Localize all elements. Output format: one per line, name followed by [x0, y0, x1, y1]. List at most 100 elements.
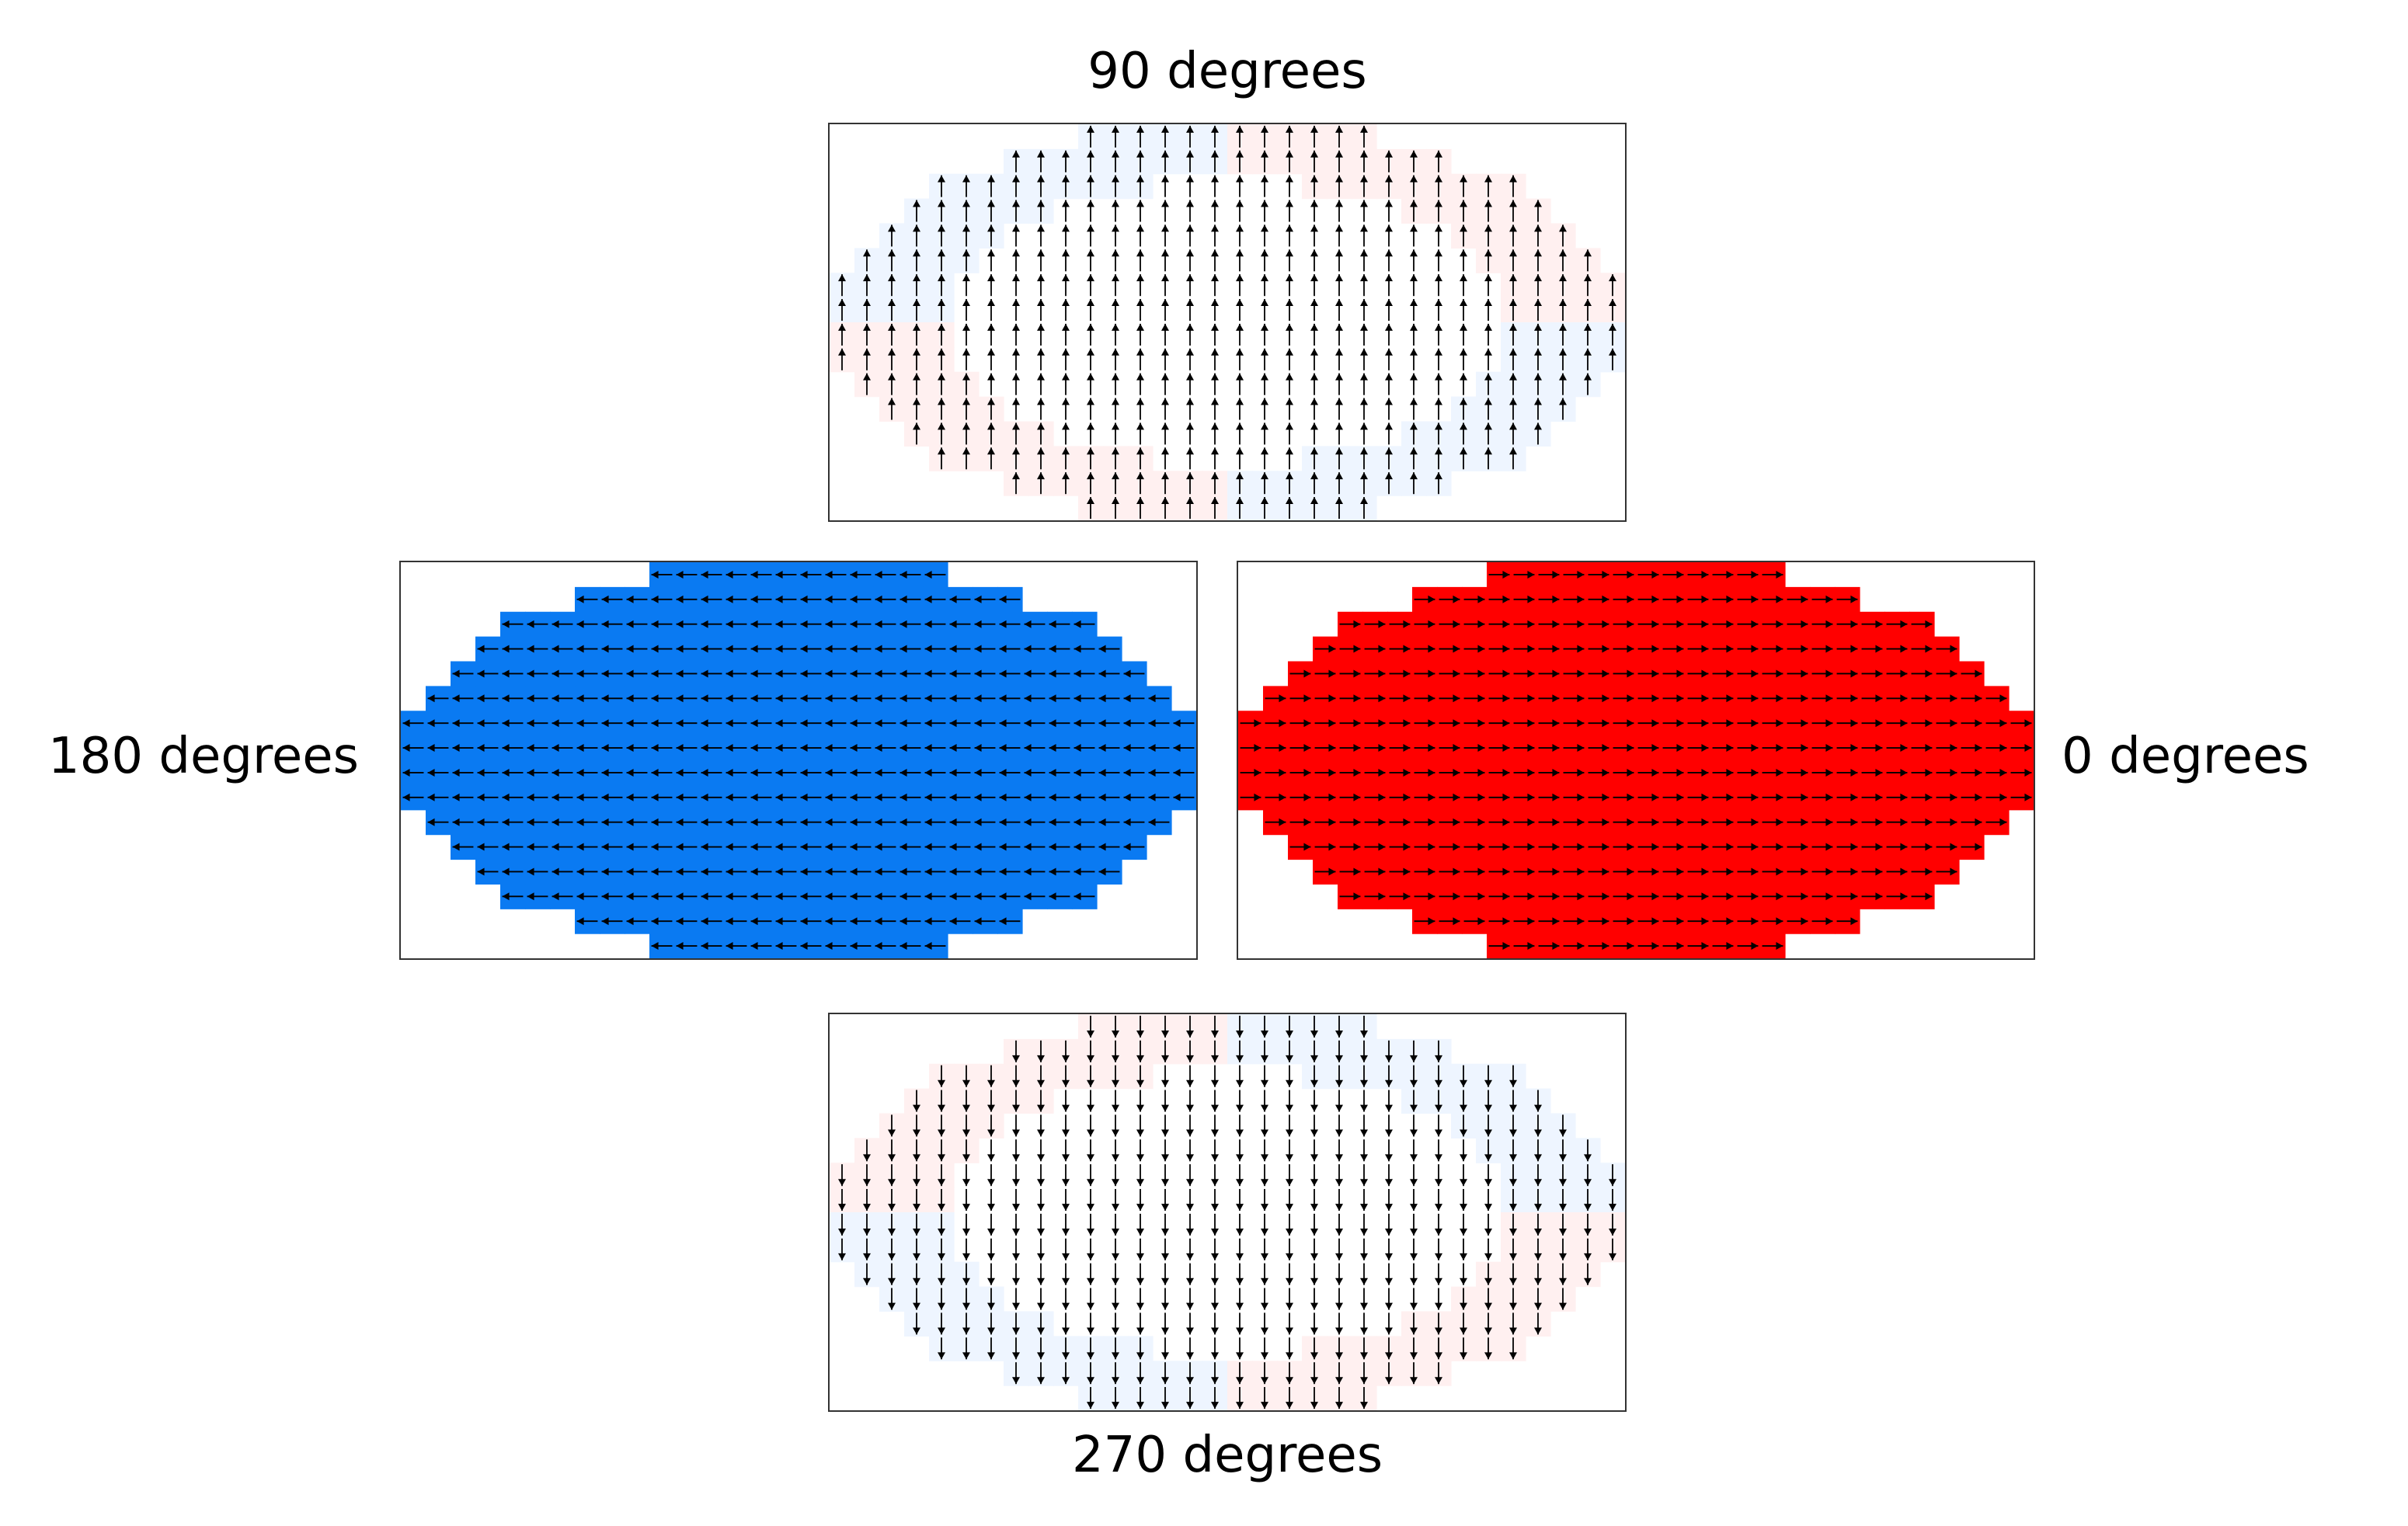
arrow [1112, 224, 1119, 246]
arrow [1286, 447, 1293, 469]
arrow [1211, 1065, 1219, 1087]
arrow [1435, 249, 1442, 271]
arrow [1435, 398, 1442, 420]
arrow [1136, 1164, 1144, 1186]
arrow [1261, 1312, 1268, 1334]
arrow [1385, 324, 1393, 346]
arrow [1037, 398, 1045, 420]
arrow [1211, 1264, 1219, 1285]
arrow [1261, 374, 1268, 395]
arrow [1236, 1065, 1244, 1087]
arrow [962, 1239, 970, 1260]
arrow [1261, 249, 1268, 271]
arrow [987, 249, 995, 271]
arrow [1360, 200, 1368, 222]
arrow [1360, 224, 1368, 246]
arrow [1012, 324, 1020, 346]
arrow [1261, 398, 1268, 420]
arrow [1161, 1337, 1169, 1359]
arrow [1161, 224, 1169, 246]
arrow [1161, 1312, 1169, 1334]
arrow [1112, 1164, 1119, 1186]
arrow [1261, 1189, 1268, 1211]
arrow [1112, 1139, 1119, 1161]
label-180-degrees: 180 degrees [48, 732, 359, 781]
arrow [1186, 1114, 1194, 1136]
arrow [962, 324, 970, 346]
ellipse-fill [1238, 562, 2034, 958]
arrow [1435, 1139, 1442, 1161]
arrow [1261, 274, 1268, 296]
arrow [1236, 1090, 1244, 1112]
arrow [1410, 1214, 1418, 1236]
arrow [987, 274, 995, 296]
arrow [1186, 274, 1194, 296]
arrow [1286, 1164, 1293, 1186]
arrow [1161, 1114, 1169, 1136]
arrow [1410, 224, 1418, 246]
arrow [1360, 1264, 1368, 1285]
arrow [1186, 349, 1194, 370]
arrow [1286, 1239, 1293, 1260]
arrow [1335, 1312, 1343, 1334]
arrow [1087, 374, 1094, 395]
arrow [1037, 374, 1045, 395]
arrow [1310, 1189, 1318, 1211]
arrow [1385, 299, 1393, 321]
arrow [1460, 1264, 1467, 1285]
arrow [1062, 1214, 1070, 1236]
arrow [1385, 349, 1393, 370]
arrow [1012, 1214, 1020, 1236]
arrow [1112, 1288, 1119, 1310]
arrow [1261, 349, 1268, 370]
arrow [1211, 200, 1219, 222]
arrow [1136, 1239, 1144, 1260]
arrow [1460, 299, 1467, 321]
vector-field-90-degrees [830, 124, 1625, 520]
arrow [1186, 447, 1194, 469]
arrow [1236, 1214, 1244, 1236]
arrow [1037, 1189, 1045, 1211]
arrow [1161, 1239, 1169, 1260]
arrow [1012, 1114, 1020, 1136]
arrow [1460, 324, 1467, 346]
arrow [987, 349, 995, 370]
arrow [1087, 1312, 1094, 1334]
arrow [1161, 176, 1169, 197]
arrow [1261, 1164, 1268, 1186]
arrow [1310, 200, 1318, 222]
arrow [1186, 1239, 1194, 1260]
arrow [1211, 176, 1219, 197]
arrow [1087, 299, 1094, 321]
arrow [1062, 349, 1070, 370]
arrow [1136, 324, 1144, 346]
ellipse-fill [830, 1014, 1625, 1410]
arrow [1186, 1139, 1194, 1161]
arrow [1335, 1288, 1343, 1310]
arrow [1087, 1189, 1094, 1211]
arrow [1261, 422, 1268, 444]
arrow [1112, 1114, 1119, 1136]
arrow [1186, 324, 1194, 346]
arrow [1410, 1189, 1418, 1211]
arrow [1087, 224, 1094, 246]
arrow [1186, 1065, 1194, 1087]
arrow [1062, 1114, 1070, 1136]
arrow [1335, 224, 1343, 246]
arrow [1161, 447, 1169, 469]
arrow [1236, 249, 1244, 271]
arrow [1136, 200, 1144, 222]
arrow [1062, 398, 1070, 420]
arrow [1211, 299, 1219, 321]
arrow [1460, 249, 1467, 271]
arrow [1360, 1114, 1368, 1136]
arrow [1286, 1189, 1293, 1211]
arrow [1385, 274, 1393, 296]
arrow [1136, 1139, 1144, 1161]
arrow [1286, 224, 1293, 246]
arrow [1261, 1337, 1268, 1359]
arrow [1037, 324, 1045, 346]
arrow [1236, 299, 1244, 321]
arrow [1286, 374, 1293, 395]
arrow [987, 1164, 995, 1186]
